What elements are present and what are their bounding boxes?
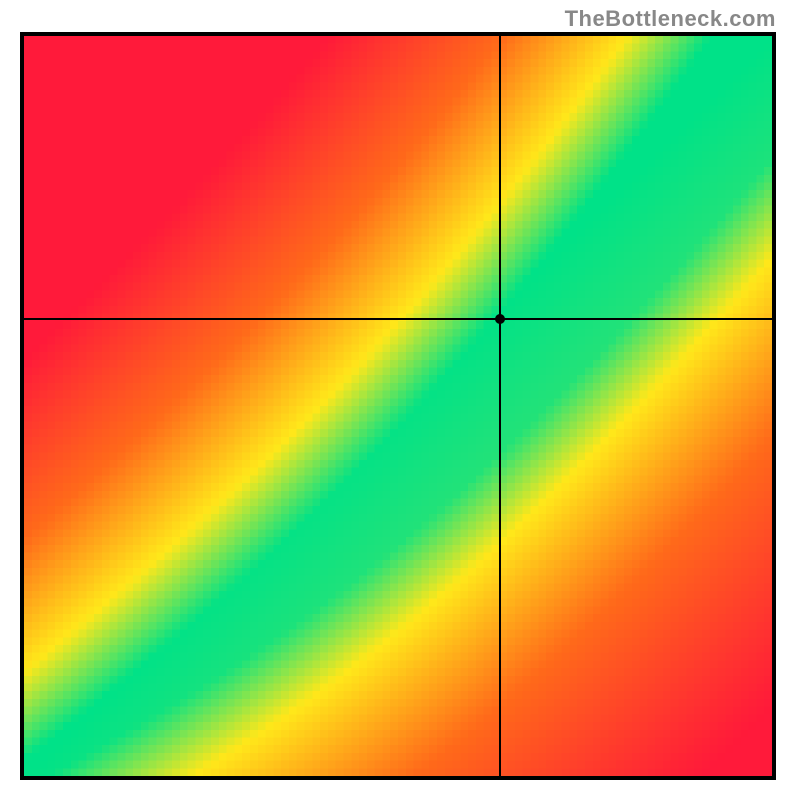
crosshair-horizontal: [24, 318, 772, 320]
plot-frame-right: [772, 32, 776, 780]
crosshair-vertical: [499, 36, 501, 776]
plot-frame-bottom: [20, 776, 776, 780]
figure-container: TheBottleneck.com: [0, 0, 800, 800]
heatmap-canvas: [24, 36, 772, 776]
watermark-text: TheBottleneck.com: [565, 6, 776, 32]
heatmap-plot: [24, 36, 772, 776]
